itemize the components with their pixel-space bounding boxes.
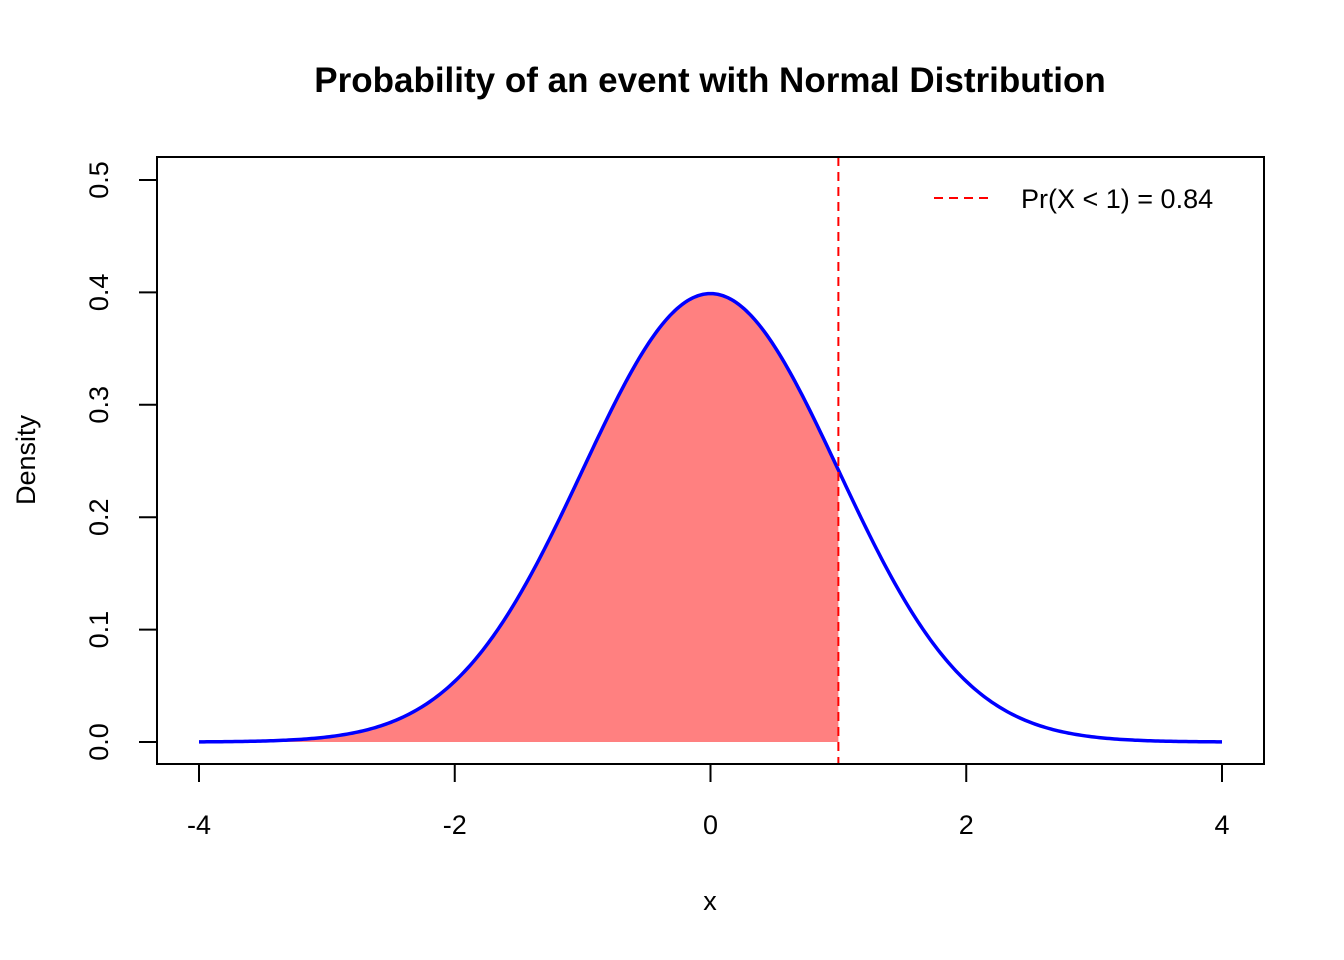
y-tick-label: 0.3 <box>84 386 114 424</box>
legend-label: Pr(X < 1) = 0.84 <box>1021 184 1213 214</box>
legend: Pr(X < 1) = 0.84 <box>934 184 1213 214</box>
x-tick-label: -4 <box>187 810 211 840</box>
y-axis: 0.0 0.1 0.2 0.3 0.4 0.5 <box>84 161 158 761</box>
chart-title: Probability of an event with Normal Dist… <box>314 61 1105 100</box>
x-axis-label: x <box>703 886 717 916</box>
y-tick-label: 0.1 <box>84 611 114 649</box>
density-curve <box>198 291 1223 744</box>
shaded-probability-area <box>199 293 839 742</box>
x-tick-label: 4 <box>1214 810 1229 840</box>
y-axis-label: Density <box>11 414 41 505</box>
x-axis: -4 -2 0 2 4 <box>187 763 1230 840</box>
y-tick-label: 0.0 <box>84 723 114 761</box>
y-tick-label: 0.5 <box>84 161 114 199</box>
plot-area <box>198 157 1223 764</box>
x-tick-label: 0 <box>703 810 718 840</box>
y-tick-label: 0.2 <box>84 498 114 536</box>
y-tick-label: 0.4 <box>84 274 114 312</box>
x-tick-label: -2 <box>443 810 467 840</box>
x-tick-label: 2 <box>959 810 974 840</box>
